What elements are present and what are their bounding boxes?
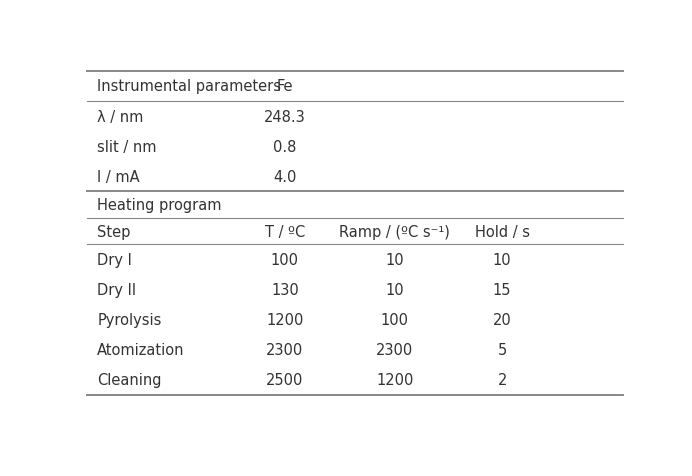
Text: 2300: 2300 (376, 343, 414, 357)
Text: 100: 100 (381, 312, 409, 327)
Text: 2: 2 (498, 373, 507, 387)
Text: 2500: 2500 (266, 373, 304, 387)
Text: 15: 15 (493, 282, 511, 298)
Text: 248.3: 248.3 (264, 109, 306, 124)
Text: 20: 20 (493, 312, 511, 327)
Text: slit / nm: slit / nm (97, 139, 156, 154)
Text: 2300: 2300 (266, 343, 304, 357)
Text: 10: 10 (385, 282, 404, 298)
Text: 1200: 1200 (376, 373, 414, 387)
Text: λ / nm: λ / nm (97, 109, 144, 124)
Text: Dry II: Dry II (97, 282, 136, 298)
Text: I / mA: I / mA (97, 169, 140, 185)
Text: T / ºC: T / ºC (265, 224, 305, 239)
Text: Heating program: Heating program (97, 198, 221, 213)
Text: Dry I: Dry I (97, 252, 132, 268)
Text: 1200: 1200 (266, 312, 304, 327)
Text: 130: 130 (271, 282, 299, 298)
Text: Step: Step (97, 224, 131, 239)
Text: 5: 5 (498, 343, 507, 357)
Text: 0.8: 0.8 (273, 139, 297, 154)
Text: 10: 10 (493, 252, 511, 268)
Text: Ramp / (ºC s⁻¹): Ramp / (ºC s⁻¹) (340, 224, 450, 239)
Text: Fe: Fe (277, 79, 293, 94)
Text: Atomization: Atomization (97, 343, 185, 357)
Text: Instrumental parameters: Instrumental parameters (97, 79, 281, 94)
Text: Cleaning: Cleaning (97, 373, 162, 387)
Text: Pyrolysis: Pyrolysis (97, 312, 162, 327)
Text: Hold / s: Hold / s (475, 224, 529, 239)
Text: 100: 100 (271, 252, 299, 268)
Text: 4.0: 4.0 (273, 169, 297, 185)
Text: 10: 10 (385, 252, 404, 268)
